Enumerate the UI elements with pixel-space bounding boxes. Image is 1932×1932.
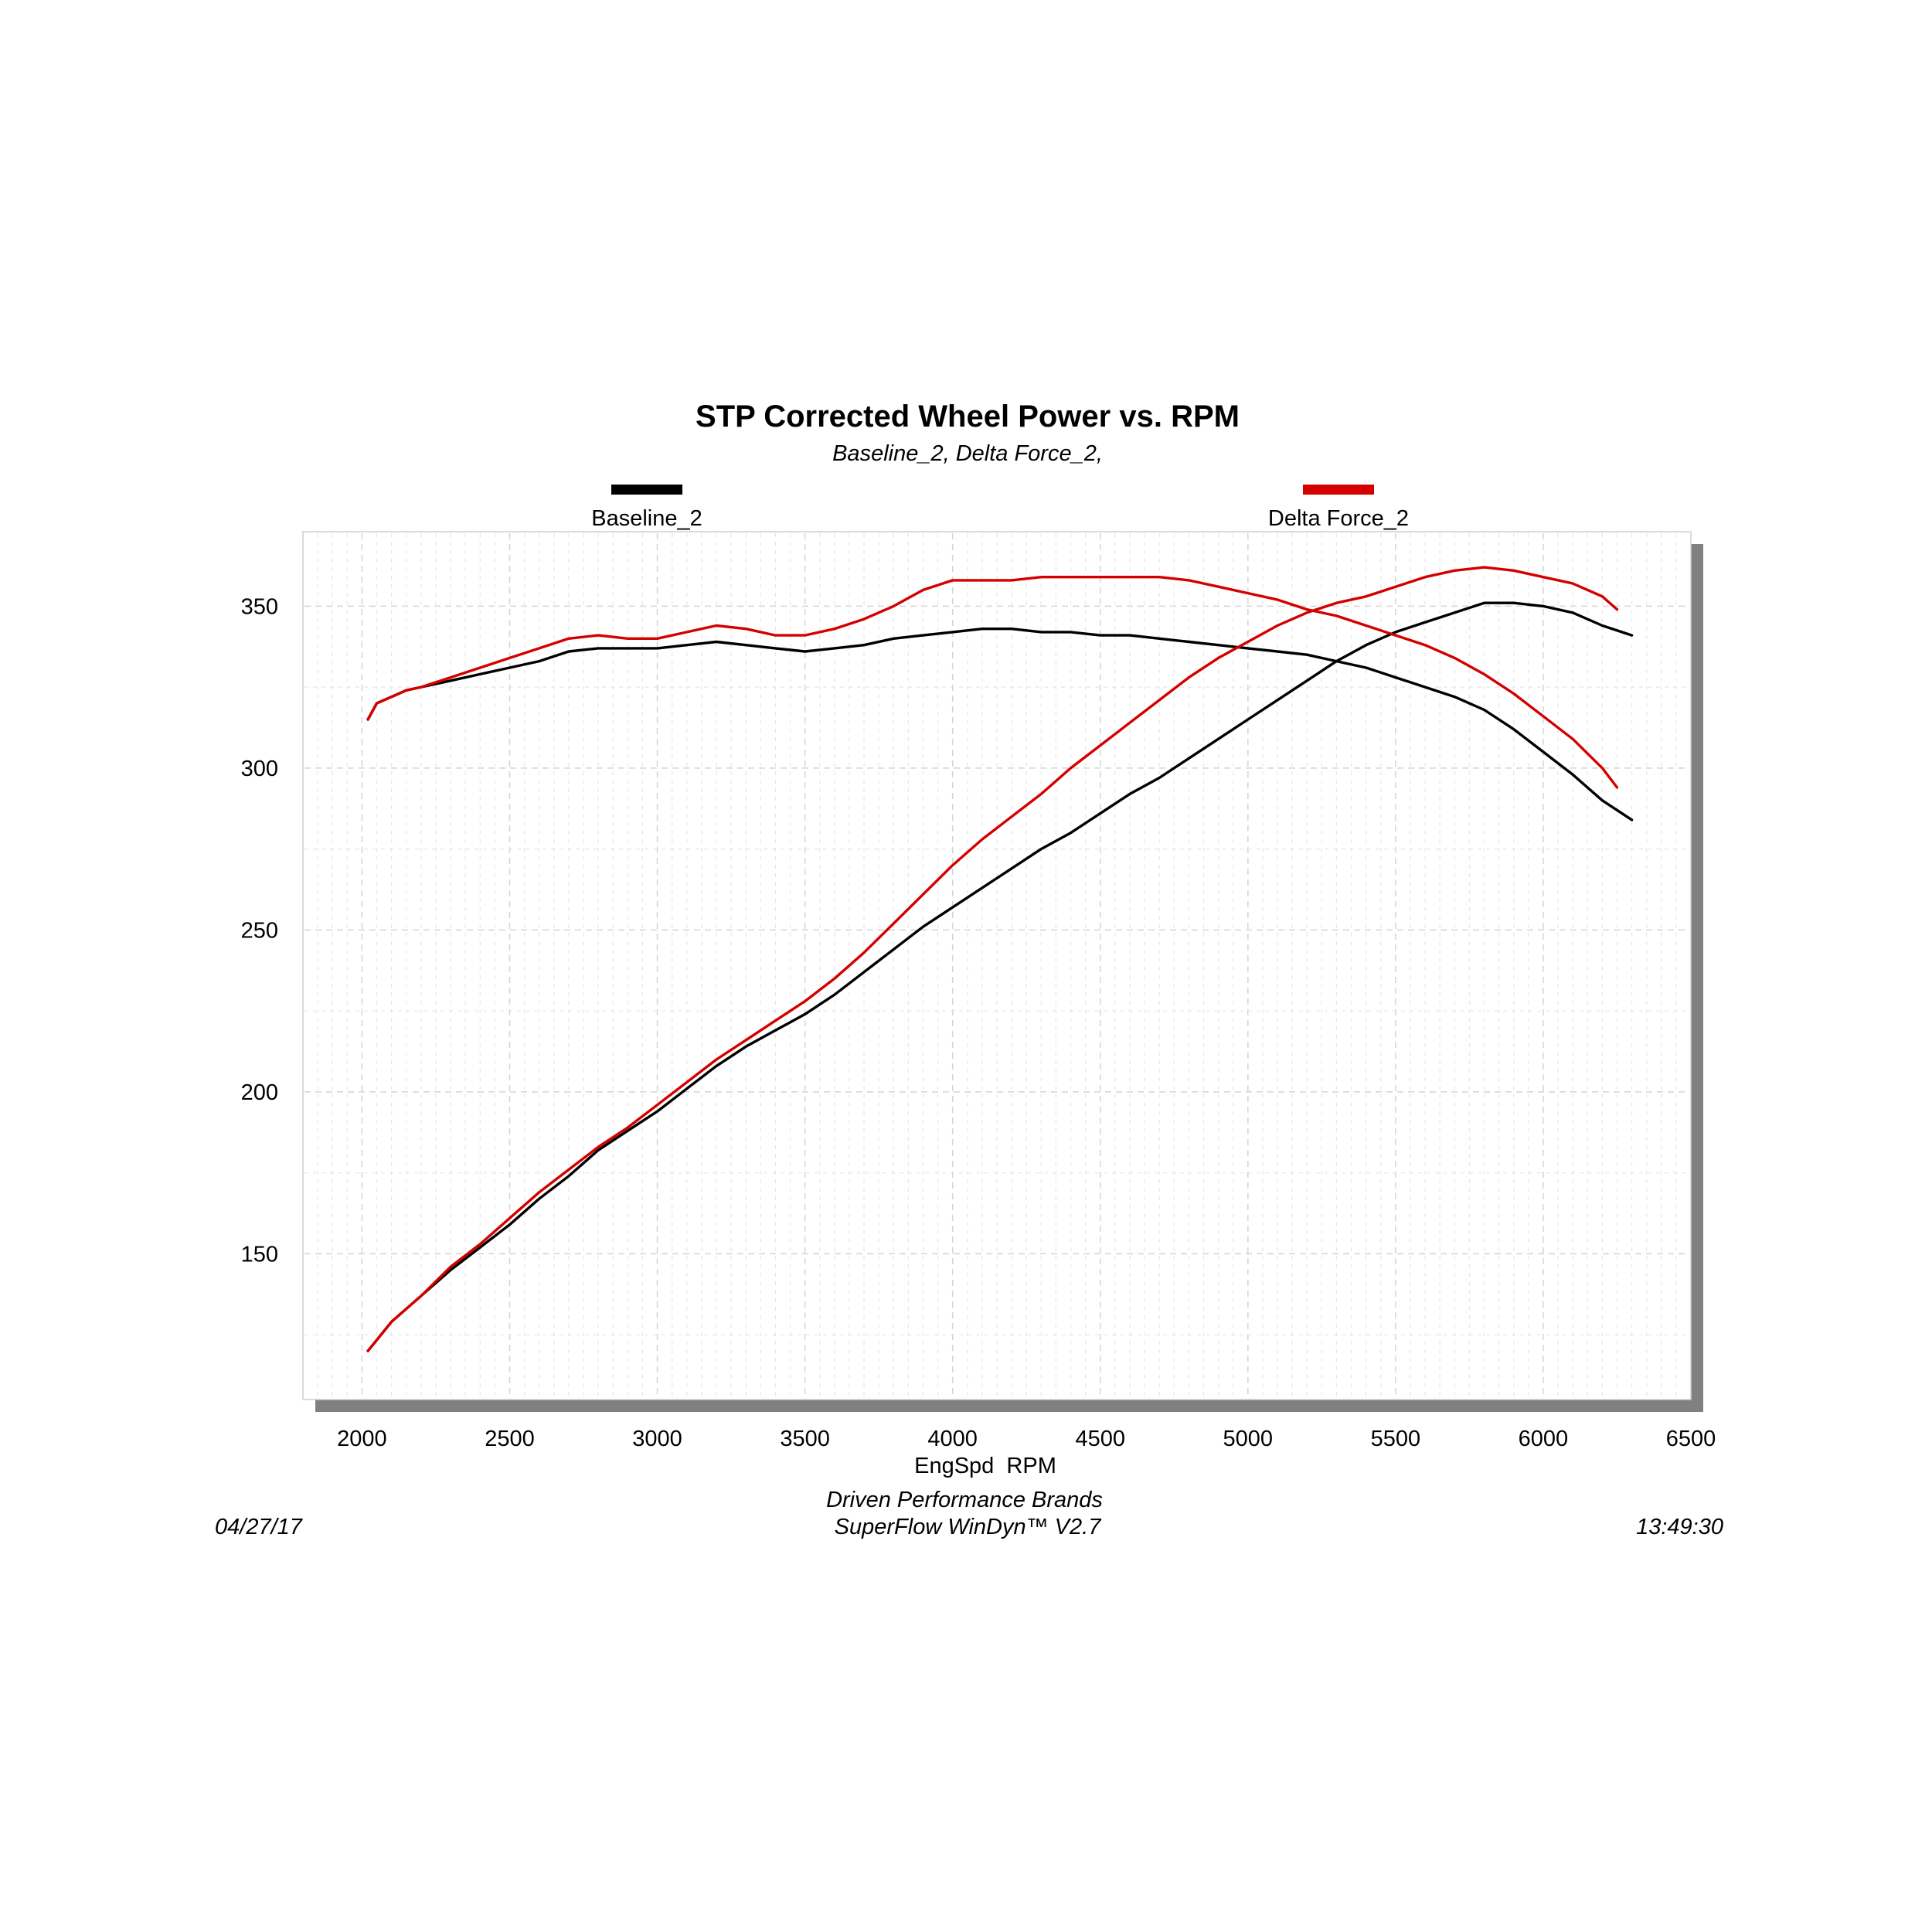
x-axis-title: EngSpd RPM <box>914 1454 1056 1478</box>
x-tick-label: 6500 <box>1666 1427 1716 1451</box>
plot-area <box>302 531 1692 1400</box>
chart-subtitle: Baseline_2, Delta Force_2, <box>832 441 1103 466</box>
y-tick-label: 300 <box>241 757 278 781</box>
footer-software: SuperFlow WinDyn™ V2.7 <box>835 1515 1103 1539</box>
legend-label: Baseline_2 <box>591 506 702 531</box>
plot-shadow-bottom <box>315 1400 1703 1412</box>
footer-date: 04/27/17 <box>215 1515 304 1539</box>
legend: Baseline_2 Delta Force_2 <box>591 485 1409 531</box>
legend-label: Delta Force_2 <box>1268 506 1409 531</box>
series-line-baseline-2-upper <box>366 628 1634 821</box>
footer-company: Driven Performance Brands <box>826 1488 1103 1512</box>
y-tick-label: 150 <box>241 1242 278 1267</box>
footer-time: 13:49:30 <box>1636 1515 1723 1539</box>
x-tick-label: 5000 <box>1223 1427 1274 1451</box>
chart-title: STP Corrected Wheel Power vs. RPM <box>696 400 1240 434</box>
x-tick-label: 3000 <box>632 1427 682 1451</box>
series-line-delta-force-2-upper <box>366 576 1619 789</box>
x-tick-label: 3500 <box>780 1427 830 1451</box>
legend-swatch <box>611 485 682 495</box>
legend-swatch <box>1303 485 1374 495</box>
x-tick-label: 2000 <box>337 1427 387 1451</box>
series-curves <box>366 566 1634 1352</box>
x-tick-label: 4500 <box>1075 1427 1125 1451</box>
y-tick-label: 250 <box>241 918 278 943</box>
y-tick-label: 350 <box>241 594 278 619</box>
x-tick-label: 4000 <box>927 1427 978 1451</box>
y-tick-label: 200 <box>241 1080 278 1105</box>
series-line-baseline-2-lower <box>366 601 1634 1352</box>
series-line-delta-force-2-lower <box>366 566 1619 1352</box>
x-tick-label: 2500 <box>485 1427 535 1451</box>
x-axis-ticks: 2000 2500 3000 3500 4000 4500 5000 5500 6000 6500 <box>337 1427 1716 1451</box>
x-tick-label: 6000 <box>1519 1427 1569 1451</box>
x-tick-label: 5500 <box>1371 1427 1421 1451</box>
plot-shadow-right <box>1691 544 1703 1411</box>
grid <box>304 533 1689 1398</box>
y-axis-ticks: 150 200 250 300 350 <box>241 594 278 1267</box>
